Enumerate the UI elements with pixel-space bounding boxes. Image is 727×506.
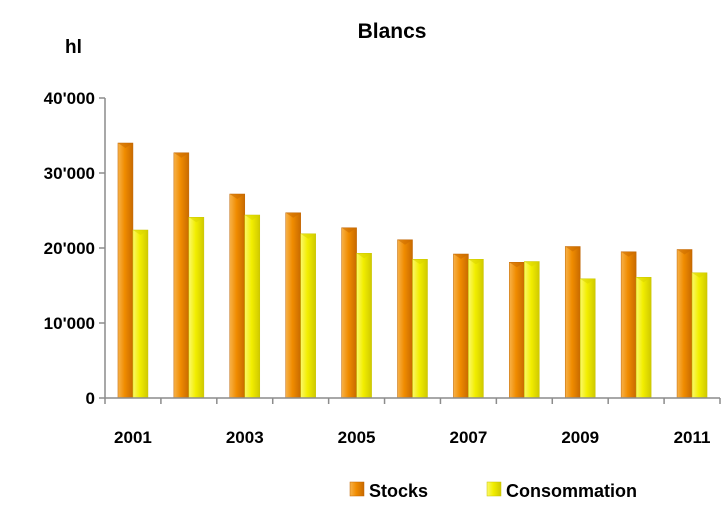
legend-swatch-stocks: [349, 481, 365, 497]
legend-swatch-consommation: [486, 481, 502, 497]
bar-bevel: [580, 278, 596, 284]
x-tick-label: 2005: [338, 428, 376, 447]
y-tick-label: 0: [86, 389, 95, 408]
bar-bevel: [341, 227, 357, 233]
bar-stocks-2001: [117, 142, 134, 399]
bar-stocks-2005: [341, 227, 357, 399]
bar-bevel: [173, 152, 189, 158]
bar-bevel: [677, 249, 693, 255]
bar-consommation-2006: [412, 259, 428, 399]
bar-consommation-2009: [579, 278, 596, 399]
bar-bevel: [524, 261, 540, 267]
legend-label-stocks: Stocks: [369, 481, 428, 501]
y-tick-label: 40'000: [44, 89, 95, 108]
x-tick-label: 2011: [674, 428, 711, 447]
y-tick-label: 20'000: [44, 239, 95, 258]
bar-bevel: [468, 259, 484, 265]
axes: [104, 98, 720, 399]
bars-group: [117, 142, 708, 399]
bar-bevel: [509, 262, 525, 268]
bar-consommation-2007: [468, 259, 484, 399]
bar-stocks-2008: [509, 262, 525, 399]
bar-stocks-2003: [229, 193, 246, 399]
bar-stocks-2010: [620, 251, 637, 399]
bar-consommation-2005: [356, 253, 372, 399]
bar-stocks-2009: [564, 246, 581, 399]
legend: Stocks Consommation: [349, 481, 637, 501]
bar-stocks-2002: [173, 152, 190, 399]
chart-title: Blancs: [358, 20, 427, 43]
bar-stocks-2007: [453, 253, 469, 399]
x-tick-label: 2007: [449, 428, 487, 447]
x-axis-ticks: 2001 2003 2005 2007 2009 2011: [104, 398, 721, 447]
bar-bevel: [397, 239, 413, 245]
y-axis-ticks: 0 10'000 20'000 30'000 40'000: [44, 89, 105, 408]
bar-consommation-2008: [524, 261, 540, 399]
y-tick-label: 30'000: [44, 164, 95, 183]
bar-bevel: [188, 217, 204, 223]
y-axis-unit-label: hl: [65, 37, 82, 58]
bar-consommation-2003: [244, 214, 261, 399]
bar-consommation-2004: [300, 233, 316, 399]
bar-bevel: [244, 215, 260, 220]
bar-bevel: [621, 251, 637, 257]
bar-bevel: [692, 272, 708, 278]
bar-consommation-2001: [132, 229, 149, 399]
bar-bevel: [453, 254, 469, 259]
bar-stocks-2011: [676, 249, 693, 399]
x-tick-label: 2009: [561, 428, 599, 447]
bar-bevel: [229, 194, 245, 199]
bar-stocks-2006: [397, 239, 413, 399]
legend-label-consommation: Consommation: [506, 481, 637, 501]
bar-bevel: [300, 233, 316, 239]
bar-bevel: [117, 143, 133, 148]
bar-bevel: [132, 230, 148, 235]
x-tick-label: 2001: [114, 428, 152, 447]
bar-bevel: [285, 212, 301, 218]
bar-bevel: [356, 253, 372, 259]
bar-consommation-2002: [188, 217, 205, 399]
y-tick-label: 10'000: [44, 314, 95, 333]
x-tick-label: 2003: [226, 428, 264, 447]
bar-consommation-2011: [691, 272, 708, 399]
bar-bevel: [565, 246, 581, 252]
bar-stocks-2004: [285, 212, 301, 399]
bar-consommation-2010: [635, 277, 652, 399]
bar-bevel: [636, 277, 652, 283]
bar-bevel: [412, 259, 428, 265]
